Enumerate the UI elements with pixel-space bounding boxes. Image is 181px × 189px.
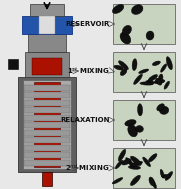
Ellipse shape: [152, 61, 160, 66]
Bar: [24, 160, 70, 166]
Text: 2$^{nd}$ MIXING: 2$^{nd}$ MIXING: [66, 162, 110, 174]
Ellipse shape: [146, 80, 154, 85]
Bar: [22, 16, 72, 34]
Ellipse shape: [138, 104, 143, 116]
Bar: [32, 58, 62, 75]
Ellipse shape: [143, 157, 151, 167]
Ellipse shape: [114, 65, 123, 70]
Bar: [24, 122, 70, 128]
Bar: [24, 100, 70, 106]
Ellipse shape: [166, 57, 172, 70]
Bar: [24, 107, 70, 113]
Ellipse shape: [115, 160, 123, 169]
Ellipse shape: [140, 82, 153, 85]
Bar: [113, 148, 175, 188]
Ellipse shape: [128, 165, 140, 169]
Ellipse shape: [148, 74, 157, 81]
Ellipse shape: [161, 64, 167, 72]
Bar: [24, 137, 70, 143]
Ellipse shape: [120, 69, 127, 76]
Ellipse shape: [164, 81, 170, 89]
Ellipse shape: [131, 5, 143, 15]
Bar: [25, 52, 69, 77]
Bar: [23, 80, 71, 169]
Ellipse shape: [139, 69, 149, 74]
Bar: [24, 130, 70, 136]
Ellipse shape: [154, 79, 165, 84]
Ellipse shape: [131, 161, 143, 166]
Ellipse shape: [128, 125, 138, 137]
Ellipse shape: [132, 59, 137, 70]
Ellipse shape: [156, 78, 162, 85]
Ellipse shape: [131, 175, 140, 186]
Text: 1$^{st}$ MIXING: 1$^{st}$ MIXING: [67, 66, 110, 77]
Ellipse shape: [122, 25, 131, 35]
Ellipse shape: [131, 156, 141, 165]
Ellipse shape: [126, 158, 134, 167]
Ellipse shape: [159, 106, 169, 114]
Bar: [34, 82, 60, 167]
Bar: [24, 92, 70, 98]
Bar: [8, 59, 18, 69]
Ellipse shape: [112, 4, 124, 14]
Ellipse shape: [136, 125, 143, 132]
Bar: [113, 100, 175, 140]
Bar: [24, 84, 70, 91]
Bar: [24, 153, 70, 158]
Text: RELAXATION: RELAXATION: [60, 117, 110, 123]
Ellipse shape: [118, 149, 126, 161]
Bar: [28, 34, 66, 52]
Ellipse shape: [120, 32, 131, 44]
Ellipse shape: [148, 154, 157, 162]
Ellipse shape: [162, 174, 171, 178]
Ellipse shape: [158, 74, 163, 82]
Bar: [18, 77, 76, 172]
Ellipse shape: [165, 171, 173, 180]
Bar: [24, 115, 70, 121]
Ellipse shape: [146, 31, 154, 40]
Ellipse shape: [149, 177, 154, 186]
Ellipse shape: [151, 178, 157, 188]
Text: RESERVOIR: RESERVOIR: [66, 21, 110, 27]
Bar: [42, 172, 52, 186]
Ellipse shape: [122, 159, 131, 165]
Ellipse shape: [125, 120, 136, 126]
Bar: [24, 145, 70, 151]
Ellipse shape: [119, 61, 128, 70]
Bar: [39, 16, 55, 34]
Ellipse shape: [134, 74, 142, 84]
Bar: [113, 52, 175, 92]
Ellipse shape: [160, 169, 164, 178]
Bar: [30, 4, 64, 16]
Ellipse shape: [112, 178, 123, 184]
Ellipse shape: [157, 104, 164, 111]
Bar: [113, 4, 175, 44]
